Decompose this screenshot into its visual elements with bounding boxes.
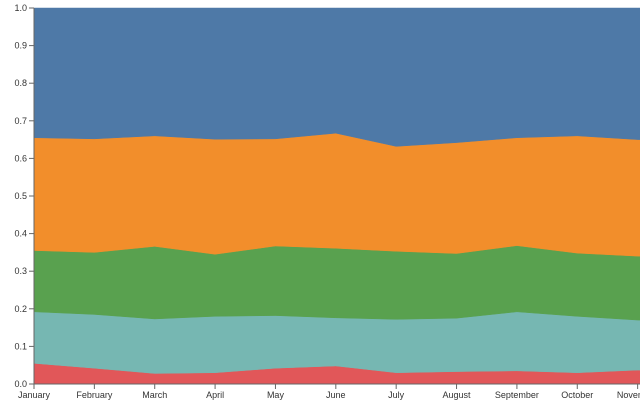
x-tick-label: July — [388, 390, 405, 400]
y-tick-label: 0.7 — [14, 116, 27, 126]
x-tick-label: May — [267, 390, 285, 400]
area-series-1 — [33, 311, 640, 374]
y-axis: 0.0 0.1 0.2 0.3 0.4 0.5 0.6 0.7 0.8 0.9 1.0 — [14, 3, 35, 389]
area-series-3 — [33, 132, 640, 257]
x-tick-label: April — [206, 390, 224, 400]
y-tick-label: 0.1 — [14, 341, 27, 351]
x-tick-label: September — [495, 390, 539, 400]
y-tick-label: 0.5 — [14, 191, 27, 201]
y-tick-label: 0.2 — [14, 304, 27, 314]
y-tick-label: 0.4 — [14, 229, 27, 239]
y-tick-label: 0.6 — [14, 153, 27, 163]
area-series-4 — [33, 7, 640, 147]
x-tick-label: October — [561, 390, 593, 400]
x-tick-label: June — [326, 390, 346, 400]
x-tick-label: January — [18, 390, 51, 400]
x-tick-label: March — [142, 390, 167, 400]
x-axis: January February March April May June July Augu… — [18, 383, 640, 400]
area-layers — [33, 7, 640, 385]
y-tick-label: 0.0 — [14, 379, 27, 389]
y-tick-label: 0.3 — [14, 266, 27, 276]
x-tick-label: August — [443, 390, 472, 400]
area-series-2 — [33, 245, 640, 321]
x-tick-label: February — [76, 390, 113, 400]
y-tick-label: 1.0 — [14, 3, 27, 13]
x-tick-label: November — [617, 390, 640, 400]
y-tick-label: 0.8 — [14, 78, 27, 88]
y-tick-label: 0.9 — [14, 41, 27, 51]
